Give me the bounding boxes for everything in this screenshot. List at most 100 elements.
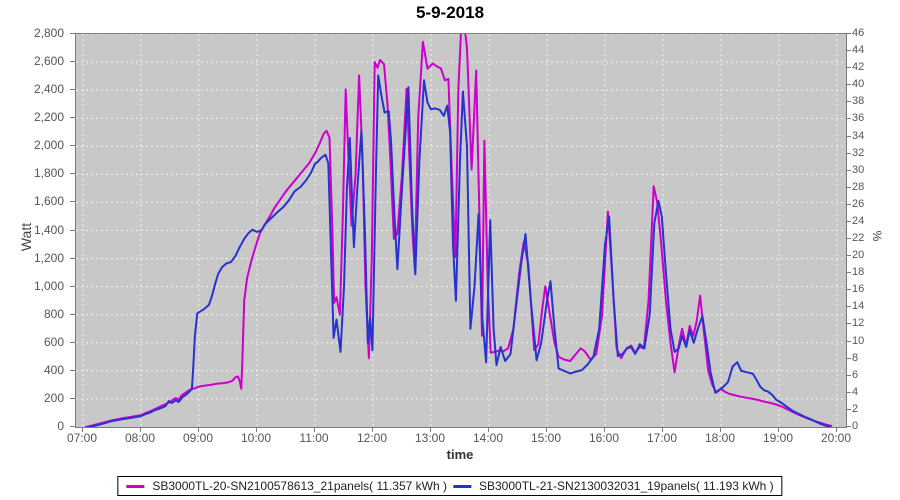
y-axis-right-tick-label: 4 [852, 385, 859, 398]
legend-line-sample-magenta [126, 484, 145, 488]
y-axis-right-tick [846, 118, 851, 120]
series-line-blue [86, 74, 831, 427]
x-axis-tick-label: 08:00 [124, 431, 156, 445]
y-axis-left-tick-label: 1,200 [33, 250, 64, 265]
y-axis-right-tick-label: 32 [852, 146, 865, 159]
x-axis-tick-label: 10:00 [240, 431, 272, 445]
y-axis-right-tick [846, 408, 851, 410]
x-axis-tick [430, 427, 431, 432]
y-axis-left-tick-label: 200 [43, 390, 64, 405]
y-axis-right-tick-label: 8 [852, 351, 859, 364]
y-axis-right-tick-label: 16 [852, 283, 865, 296]
y-axis-left-tick [70, 229, 75, 231]
y-axis-left-tick [70, 173, 75, 175]
y-axis-right-tick-label: 42 [852, 61, 865, 74]
y-axis-right-tick-label: 40 [852, 78, 865, 91]
y-axis-right-tick-label: 44 [852, 44, 865, 57]
x-axis-tick-label: 19:00 [762, 431, 794, 445]
x-axis-tick-label: 18:00 [704, 431, 736, 445]
y-axis-left-tick-label: 2,600 [33, 54, 64, 69]
x-axis-tick [82, 427, 83, 432]
y-axis-right-tick-label: 2 [852, 402, 859, 415]
y-axis-left-tick-label: 1,800 [33, 166, 64, 181]
y-axis-left-tick [70, 313, 75, 315]
y-axis-right-tick [846, 67, 851, 69]
y-axis-right-tick-label: 14 [852, 300, 865, 313]
y-axis-right-tick [846, 50, 851, 52]
legend-line-sample-blue [453, 484, 471, 488]
y-axis-right-tick [846, 357, 851, 359]
y-axis-left-tick-label: 1,000 [33, 278, 64, 293]
y-axis-left-tick-label: 2,000 [33, 138, 64, 153]
y-axis-left-tick [70, 257, 75, 259]
y-axis-right-tick [846, 323, 851, 325]
x-axis-tick [546, 427, 547, 432]
y-axis-right-tick-label: 34 [852, 129, 865, 142]
x-axis-tick [140, 427, 141, 432]
y-axis-right-tick [846, 169, 851, 171]
x-axis-tick [256, 427, 257, 432]
chart-canvas [76, 34, 846, 427]
y-axis-left-tick-label: 800 [43, 306, 64, 321]
x-axis-tick [720, 427, 721, 432]
chart-title: 5-9-2018 [415, 3, 485, 22]
y-axis-right-tick [846, 391, 851, 393]
y-axis-left-tick [70, 369, 75, 371]
x-axis-tick [836, 427, 837, 432]
x-axis-tick [488, 427, 489, 432]
y-axis-right-tick-label: 20 [852, 249, 865, 262]
y-axis-left-tick [70, 33, 75, 34]
y-axis-right-tick-label: 22 [852, 232, 865, 245]
y-axis-left-tick-label: 1,600 [33, 194, 64, 209]
y-axis-left-tick-label: 600 [43, 334, 64, 349]
y-axis-right-tick [846, 220, 851, 222]
y-axis-right-tick-label: 46 [852, 27, 865, 39]
legend: SB3000TL-20-SN2100578613_21panels( 11.35… [117, 476, 783, 496]
y-axis-right-tick-label: 6 [852, 368, 859, 381]
plot-area [75, 33, 847, 428]
x-axis-tick-label: 12:00 [356, 431, 388, 445]
x-axis-tick [604, 427, 605, 432]
y-axis-right-tick-label: 12 [852, 317, 865, 330]
y-axis-left-tick [70, 201, 75, 203]
y-axis-right-tick [846, 272, 851, 274]
x-axis-tick-label: 09:00 [182, 431, 214, 445]
y-axis-right-tick [846, 203, 851, 205]
y-axis-right-tick-label: 0 [852, 420, 859, 432]
y-axis-left-tick [70, 397, 75, 399]
y-axis-right-tick [846, 186, 851, 188]
x-axis-tick-label: 14:00 [472, 431, 504, 445]
y-axis-right-tick-label: 10 [852, 334, 865, 347]
y-axis-left-tick-label: 2,200 [33, 110, 64, 125]
y-axis-left-title: Watt [18, 222, 34, 252]
y-axis-left-tick [70, 117, 75, 119]
y-axis-right-tick [846, 374, 851, 376]
y-axis-left-tick-label: 2,800 [33, 26, 64, 40]
y-axis-right-tick-label: 38 [852, 95, 865, 108]
x-axis-tick-label: 13:00 [414, 431, 446, 445]
x-axis-tick-label: 15:00 [530, 431, 562, 445]
y-axis-right-tick [846, 101, 851, 103]
x-axis-tick-label: 11:00 [299, 431, 329, 445]
x-axis-tick [314, 427, 315, 432]
series-line-magenta [84, 34, 833, 427]
y-axis-left-tick [70, 285, 75, 287]
x-axis-tick [372, 427, 373, 432]
y-axis-right-title: % [870, 230, 884, 242]
y-axis-right-tick [846, 33, 851, 34]
y-axis-left-tick-label: 0 [57, 419, 64, 433]
y-axis-left-tick [70, 426, 75, 427]
x-axis-tick-label: 07:00 [66, 431, 98, 445]
legend-label-magenta: SB3000TL-20-SN2100578613_21panels( 11.35… [152, 479, 447, 493]
y-axis-right-tick-label: 26 [852, 197, 865, 210]
y-axis-right-tick-label: 36 [852, 112, 865, 125]
x-axis-tick [198, 427, 199, 432]
y-axis-right-tick [846, 426, 851, 427]
y-axis-left-tick [70, 341, 75, 343]
y-axis-right-tick-label: 24 [852, 214, 865, 227]
y-axis-right-tick-label: 28 [852, 180, 865, 193]
y-axis-left-tick-label: 400 [43, 362, 64, 377]
x-axis-tick [778, 427, 779, 432]
y-axis-right-tick [846, 84, 851, 86]
